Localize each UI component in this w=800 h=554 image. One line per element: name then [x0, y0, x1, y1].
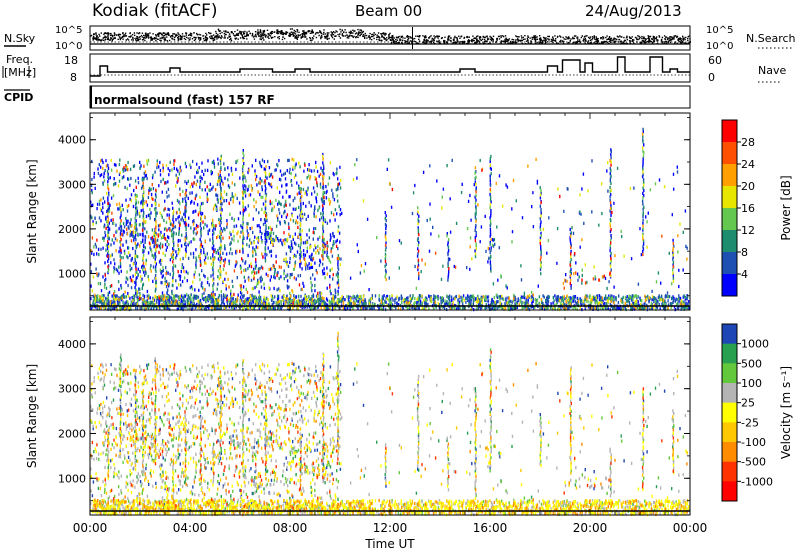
velocity-ytick-3: 4000	[58, 338, 86, 351]
power-colorbar-seg-6	[722, 252, 737, 275]
power-colorbar-seg-4	[722, 208, 737, 231]
xtick-3: 12:00	[373, 521, 408, 535]
velocity-colorbar-seg-1	[722, 343, 737, 364]
freq-tick-bottom: 8	[70, 71, 77, 84]
velocity-colorbar-tick-6: -500	[741, 456, 766, 469]
velocity-colorbar-seg-0	[722, 324, 737, 345]
noise-panel: N.Sky 10^5 10^0 N.Search 10^5 10^0	[4, 25, 796, 52]
panel-velocity: 1000 2000 3000 4000 Slant Range [km] 1000 500 1…	[25, 316, 793, 517]
power-colorbar-seg-1	[722, 142, 737, 165]
velocity-colorbar-seg-2	[722, 363, 737, 384]
cpid-panel: CPID normalsound (fast) 157 RF	[4, 85, 691, 109]
power-colorbar-tick-4: 20	[741, 180, 755, 193]
velocity-ytick-0: 1000	[58, 472, 86, 485]
power-colorbar-seg-5	[722, 230, 737, 253]
velocity-ytick-1: 2000	[58, 427, 86, 440]
power-colorbar-tick-2: 12	[741, 224, 755, 237]
xtick-5: 20:00	[573, 521, 608, 535]
power-colorbar-tick-3: 16	[741, 202, 755, 215]
power-ytick-1: 2000	[58, 223, 86, 236]
velocity-cells-4	[90, 342, 690, 517]
date-label: 24/Aug/2013	[585, 2, 682, 20]
velocity-colorbar-tick-7: -1000	[741, 475, 773, 488]
velocity-colorbar-seg-4	[722, 402, 737, 423]
noise-left-tick-top: 10^5	[55, 25, 82, 36]
noise-sky-dots	[90, 28, 692, 45]
power-colorbar-tick-6: 28	[741, 136, 755, 149]
power-ylabel: Slant Range [km]	[25, 159, 39, 263]
power-ytick-0: 1000	[58, 267, 86, 280]
xtick-6: 00:00	[673, 521, 708, 535]
cpid-text: normalsound (fast) 157 RF	[94, 93, 275, 107]
velocity-ylabel: Slant Range [km]	[25, 364, 39, 468]
xtick-4: 16:00	[473, 521, 508, 535]
power-cells-1	[90, 127, 689, 312]
velocity-colorbar-tick-4: -25	[741, 416, 759, 429]
power-cells-0	[90, 130, 690, 312]
noise-right-tick-top: 10^5	[706, 25, 733, 36]
xtick-0: 00:00	[73, 521, 108, 535]
power-colorbar-tick-0: 4	[741, 268, 748, 281]
velocity-colorbar-seg-8	[722, 481, 737, 502]
xtick-2: 08:00	[273, 521, 308, 535]
velocity-colorbar-tick-2: 100	[741, 377, 762, 390]
velocity-colorbar-seg-3	[722, 383, 737, 404]
nave-label: Nave	[758, 64, 786, 77]
nave-tick-bottom: 0	[708, 71, 715, 84]
velocity-colorbar-tick-0: 1000	[741, 338, 769, 351]
panel-power: 1000 2000 3000 4000 Slant Range [km] 4 8 12 16 20…	[25, 112, 793, 312]
power-ytick-2: 3000	[58, 178, 86, 191]
velocity-cells-3	[90, 334, 690, 517]
beam-label: Beam 00	[355, 2, 422, 20]
velocity-ytick-2: 3000	[58, 383, 86, 396]
noise-right-label: N.Search	[746, 32, 796, 45]
cpid-label: CPID	[4, 91, 33, 104]
x-axis: 00:00 04:00 08:00 12:00 16:00 20:00 00:00 Time …	[73, 521, 708, 551]
power-ytick-3: 4000	[58, 134, 86, 147]
freq-step-line	[90, 56, 690, 77]
noise-left-label: N.Sky	[4, 32, 36, 45]
freq-label-top: Freq.	[6, 53, 33, 66]
freq-label-bottom: [MHz]	[4, 66, 36, 79]
power-cells-3	[93, 149, 689, 312]
station-title: Kodiak (fitACF)	[92, 1, 218, 21]
velocity-colorbar-tick-1: 500	[741, 357, 762, 370]
nave-tick-top: 60	[708, 54, 722, 67]
velocity-colorbar-tick-3: 25	[741, 397, 755, 410]
xtick-1: 04:00	[173, 521, 208, 535]
power-colorbar-seg-3	[722, 186, 737, 209]
velocity-colorbar-seg-5	[722, 422, 737, 443]
power-colorbar-seg-0	[722, 120, 737, 143]
x-axis-label: Time UT	[364, 537, 415, 551]
freq-tick-top: 18	[64, 54, 78, 67]
power-colorbar-seg-7	[722, 274, 737, 297]
power-colorbar-tick-1: 8	[741, 246, 748, 259]
velocity-colorbar-label: Velocity [m s⁻¹]	[779, 366, 793, 459]
power-colorbar-tick-5: 24	[741, 158, 755, 171]
velocity-colorbar-seg-6	[722, 442, 737, 463]
power-colorbar-seg-2	[722, 164, 737, 187]
power-colorbar-label: Power [dB]	[779, 175, 793, 240]
noise-left-tick-bottom: 10^0	[55, 41, 82, 52]
velocity-colorbar-tick-5: -100	[741, 436, 766, 449]
noise-right-tick-bottom: 10^0	[706, 41, 733, 52]
velocity-colorbar-seg-7	[722, 461, 737, 482]
freq-panel: Freq.[MHz] 18 8 60 0 Nave	[2, 53, 786, 84]
